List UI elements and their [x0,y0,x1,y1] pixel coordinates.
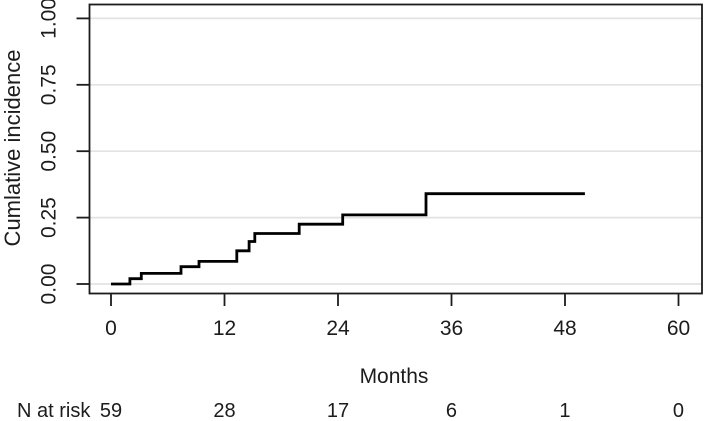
n-at-risk-value: 1 [559,400,570,421]
x-tick-label: 12 [213,317,236,340]
curve-layer [111,192,585,286]
x-axis-title: Months [360,365,429,388]
label-layer: Cumlative incidence Months N at risk 0.0… [0,0,690,421]
x-tick-label: 36 [440,317,463,340]
x-tick-label: 60 [667,317,690,340]
y-axis-title: Cumlative incidence [0,50,25,247]
gridline-layer [89,17,702,285]
cumulative-incidence-step-curve [111,192,585,286]
risk-table-label: N at risk [17,400,91,421]
x-tick-label: 0 [105,317,117,340]
n-at-risk-value: 6 [446,400,457,421]
n-at-risk-value: 0 [673,400,684,421]
y-tick-label: 1.00 [38,0,61,39]
n-at-risk-value: 28 [213,400,235,421]
n-at-risk-value: 17 [327,400,349,421]
x-tick-label: 48 [553,317,576,340]
x-tick-label: 24 [326,317,350,340]
y-tick-label: 0.50 [38,131,61,172]
n-at-risk-value: 59 [100,400,122,421]
y-tick-label: 0.25 [38,197,61,238]
y-tick-label: 0.00 [38,264,61,305]
plot-border [88,3,703,295]
y-tick-label: 0.75 [38,64,61,105]
axis-layer [76,3,703,306]
